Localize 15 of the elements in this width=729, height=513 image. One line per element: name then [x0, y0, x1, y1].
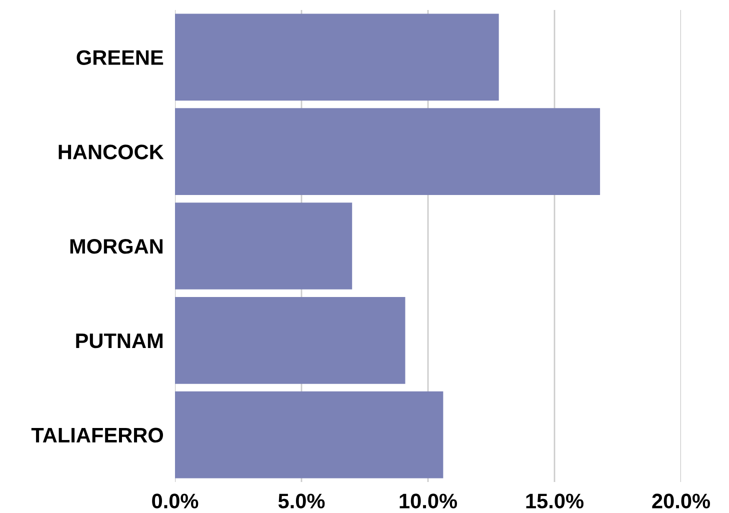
x-tick-label: 5.0% [278, 494, 325, 508]
x-tick-label: 15.0% [526, 494, 584, 508]
bar [175, 202, 352, 290]
x-tick-label: 0.0% [152, 494, 198, 508]
bar [175, 14, 499, 101]
y-tick-label: HANCOCK [58, 144, 164, 160]
bar [175, 296, 406, 384]
y-tick-label: GREENE [76, 50, 164, 65]
bar [175, 108, 600, 196]
x-tick-label: 10.0% [400, 494, 457, 508]
y-tick-label: TALIAFERRO [31, 428, 164, 443]
y-tick-label: MORGAN [70, 239, 162, 254]
y-tick-label: PUTNAM [76, 334, 162, 348]
x-tick-label: 20.0% [652, 494, 710, 508]
bar [175, 391, 444, 478]
